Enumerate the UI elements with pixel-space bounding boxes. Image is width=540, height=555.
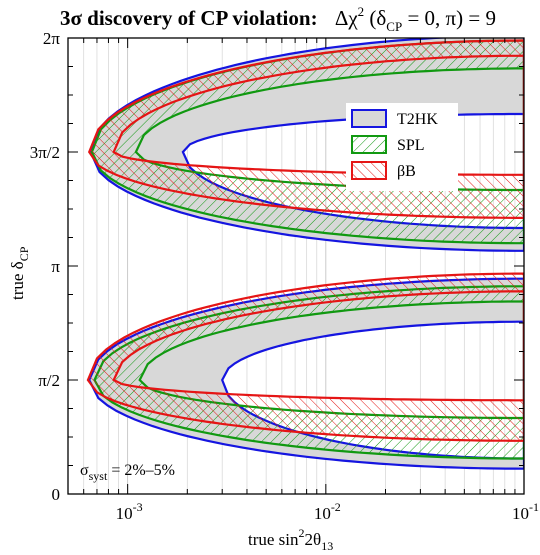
legend-label-βB: βB (397, 163, 416, 180)
legend-swatch-T2HK (351, 109, 387, 128)
y-tick-label: 0 (52, 485, 61, 504)
y-tick-label: 3π/2 (30, 143, 60, 162)
legend-label-T2HK: T2HK (397, 111, 438, 128)
legend-label-SPL: SPL (397, 137, 425, 154)
band-area (87, 273, 524, 441)
band-inner-contour (112, 290, 524, 402)
legend-swatch-βB (351, 161, 387, 180)
band-inner-contour (112, 54, 524, 176)
y-tick-label: 2π (43, 29, 61, 48)
contour-bands (86, 38, 524, 470)
series-βB (86, 39, 524, 442)
axis-ticks (68, 37, 524, 495)
x-axis-label: true sin22θ13 (248, 526, 333, 553)
x-tick-label: 10-1 (512, 500, 539, 523)
x-tick-label: 10-3 (116, 500, 143, 523)
legend-swatch-SPL (351, 135, 387, 154)
chart-title-bold: 3σ discovery of CP violation: (60, 6, 318, 30)
y-tick-label: π (51, 257, 60, 276)
chart-title: 3σ discovery of CP violation: Δχ2 (δCP =… (60, 4, 496, 34)
band-outer-contour (89, 38, 524, 252)
band-outer-contour (86, 272, 524, 442)
tick-labels: 10-3 10-2 10-1 0 π/2 π 3π/2 2π (30, 29, 539, 523)
band-area (89, 40, 524, 218)
y-axis-label: true δCP (8, 246, 31, 300)
x-tick-label: 10-2 (314, 500, 341, 523)
systematics-annotation: σsyst = 2%–5% (80, 462, 175, 483)
y-tick-label: π/2 (38, 371, 60, 390)
band-outer-contour (87, 39, 524, 219)
legend: T2HK SPL βB (346, 103, 458, 191)
